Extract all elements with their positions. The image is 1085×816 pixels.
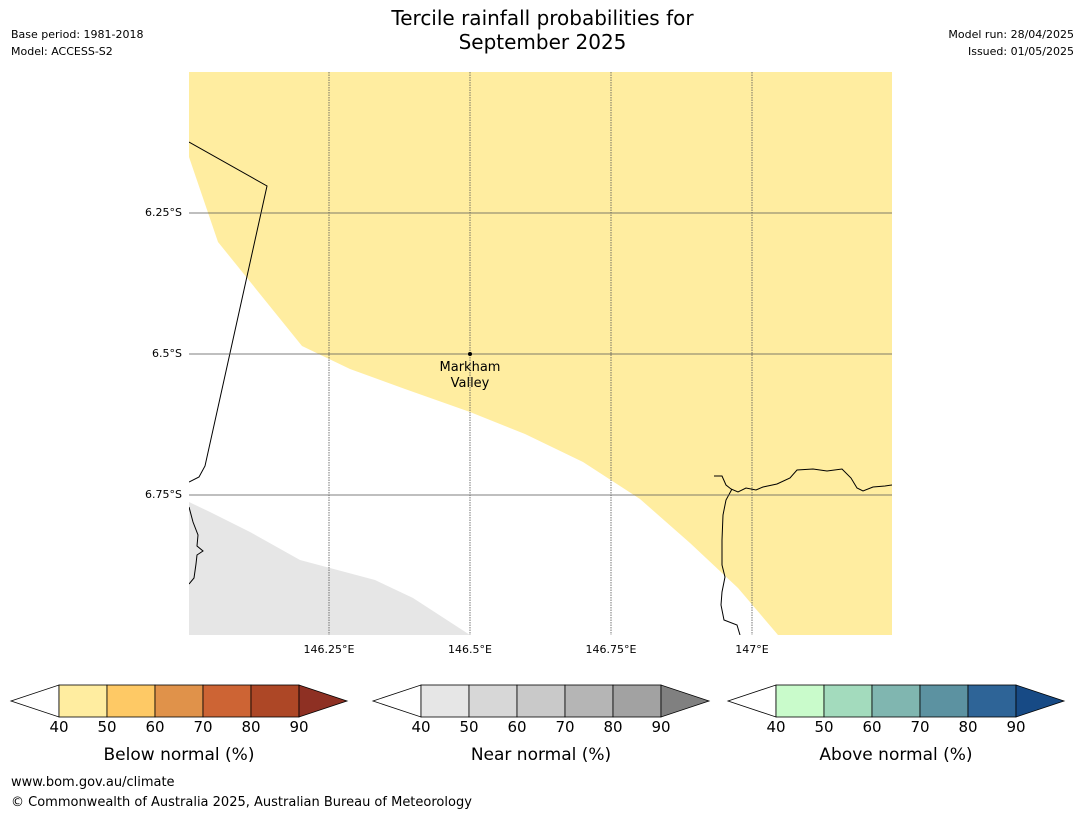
colorbar-near-under-triangle xyxy=(371,684,422,718)
colorbar-near-tick: 50 xyxy=(459,718,479,736)
colorbar-above-segment xyxy=(967,684,1017,718)
colorbar-near-segment xyxy=(516,684,566,718)
colorbar-below-segment xyxy=(154,684,204,718)
title-line-2: September 2025 xyxy=(458,30,627,54)
colorbar-above-segment xyxy=(823,684,873,718)
model-name: Model: ACCESS-S2 xyxy=(11,45,113,58)
lat-label-675: 6.75°S xyxy=(145,488,182,501)
colorbar-above-tick: 90 xyxy=(1006,718,1026,736)
colorbar-near-tick: 40 xyxy=(411,718,431,736)
colorbar-below-tick: 80 xyxy=(241,718,261,736)
colorbar-below-over-triangle xyxy=(298,684,349,718)
colorbar-below-under-triangle xyxy=(9,684,60,718)
lon-label-14675: 146.75°E xyxy=(585,643,637,656)
lat-label-650: 6.5°S xyxy=(152,347,182,360)
colorbar-label-near: Near normal (%) xyxy=(470,745,612,765)
colorbar-below-tick: 40 xyxy=(49,718,69,736)
colorbar-above xyxy=(726,684,1066,718)
colorbar-near-over-triangle xyxy=(660,684,711,718)
colorbar-near-segment xyxy=(420,684,470,718)
colorbar-below-tick: 70 xyxy=(193,718,213,736)
colorbar-above-tick: 60 xyxy=(862,718,882,736)
colorbar-below-tick: 60 xyxy=(145,718,165,736)
colorbar-below-tick: 90 xyxy=(289,718,309,736)
lon-label-1465: 146.5°E xyxy=(448,643,492,656)
colorbar-above-segment xyxy=(919,684,969,718)
header-right: Model run: 28/04/2025 Issued: 01/05/2025 xyxy=(948,26,1074,60)
colorbar-near-tick: 80 xyxy=(603,718,623,736)
colorbar-above-tick: 80 xyxy=(958,718,978,736)
header-left: Base period: 1981-2018 Model: ACCESS-S2 xyxy=(11,26,143,60)
lon-label-147: 147°E xyxy=(735,643,769,656)
lon-label-14625: 146.25°E xyxy=(303,643,355,656)
colorbar-below-segment xyxy=(106,684,156,718)
markham-valley-marker xyxy=(468,352,472,356)
colorbar-label-above: Above normal (%) xyxy=(819,745,973,765)
colorbar-near-segment xyxy=(564,684,614,718)
colorbar-below-segment xyxy=(58,684,108,718)
gridlines-lat xyxy=(189,212,892,496)
colorbar-near-segment xyxy=(468,684,518,718)
colorbar-below-segment xyxy=(250,684,300,718)
colorbar-above-tick: 50 xyxy=(814,718,834,736)
place-label-markham-valley: Markham Valley xyxy=(425,360,515,392)
colorbar-near-tick: 70 xyxy=(555,718,575,736)
footer-copyright: © Commonwealth of Australia 2025, Austra… xyxy=(11,795,472,810)
colorbar-near xyxy=(371,684,711,718)
colorbar-near-tick: 60 xyxy=(507,718,527,736)
colorbar-below-tick: 50 xyxy=(97,718,117,736)
near-normal-region xyxy=(189,502,470,635)
colorbar-above-tick: 70 xyxy=(910,718,930,736)
footer-url: www.bom.gov.au/climate xyxy=(11,775,175,790)
issued-date: Issued: 01/05/2025 xyxy=(967,45,1074,58)
lat-label-625: 6.25°S xyxy=(145,206,182,219)
model-run: Model run: 28/04/2025 xyxy=(948,28,1074,41)
colorbar-below-segment xyxy=(202,684,252,718)
base-period: Base period: 1981-2018 xyxy=(11,28,144,41)
colorbar-below xyxy=(9,684,349,718)
colorbar-near-segment xyxy=(612,684,662,718)
colorbar-near-tick: 90 xyxy=(651,718,671,736)
colorbar-above-under-triangle xyxy=(726,684,777,718)
colorbar-above-tick: 40 xyxy=(766,718,786,736)
title-line-1: Tercile rainfall probabilities for xyxy=(391,6,694,30)
map-area xyxy=(189,72,892,635)
colorbar-legends xyxy=(9,684,1066,718)
colorbar-above-segment xyxy=(871,684,921,718)
colorbar-above-segment xyxy=(775,684,825,718)
colorbar-label-below: Below normal (%) xyxy=(103,745,255,765)
coastline xyxy=(189,141,892,635)
place-line-2: Valley xyxy=(450,376,490,391)
colorbar-above-over-triangle xyxy=(1015,684,1066,718)
map-title: Tercile rainfall probabilities for Septe… xyxy=(0,6,1085,54)
place-line-1: Markham xyxy=(439,360,501,375)
